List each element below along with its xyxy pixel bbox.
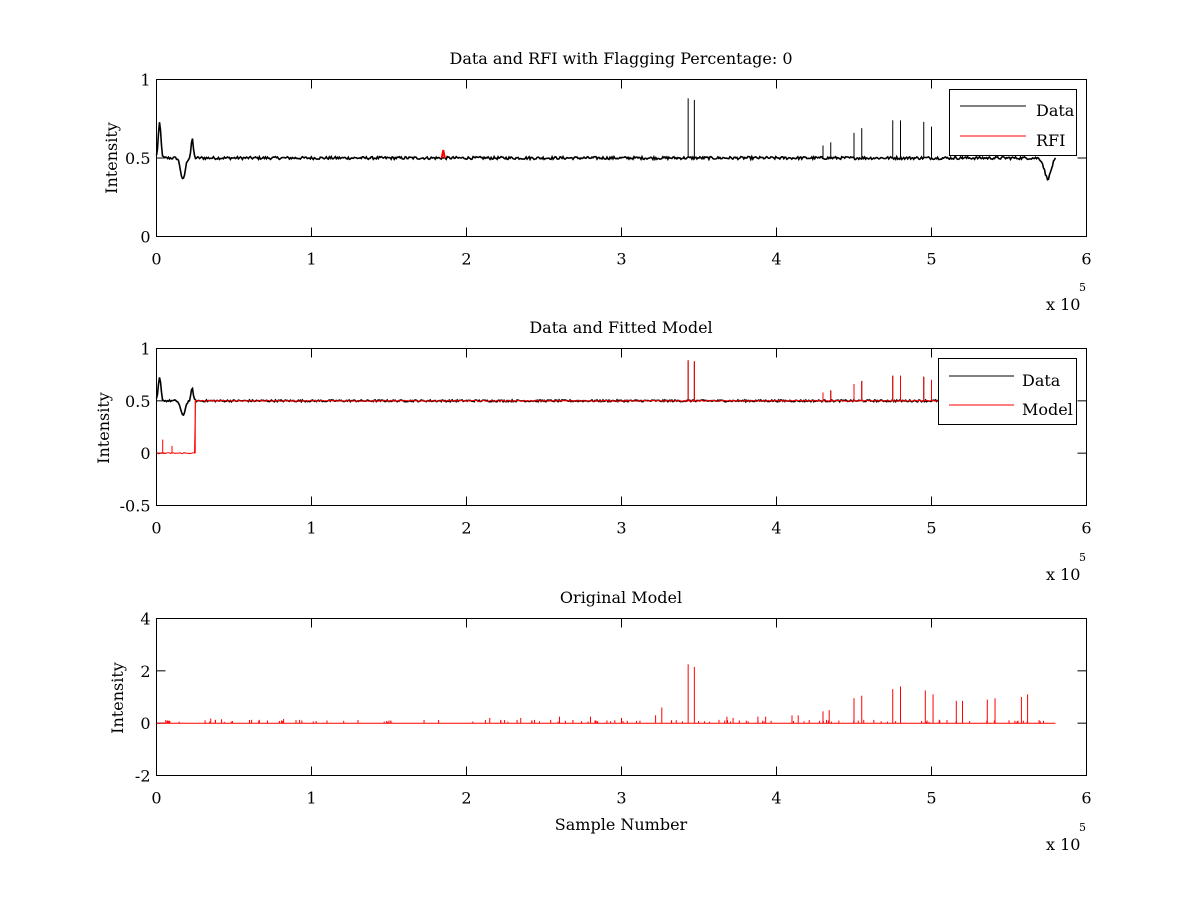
x-exponent: 5: [1079, 281, 1086, 294]
y-tick-label: 0: [140, 714, 150, 733]
x-multiplier: x 10: [1046, 295, 1080, 314]
x-tick-label: 0: [151, 519, 161, 538]
plot-area: [156, 348, 1087, 506]
x-tick-label: 4: [771, 250, 781, 269]
y-tick-label: 2: [140, 662, 150, 681]
x-multiplier: x 10: [1046, 565, 1080, 584]
x-tick-label: 6: [1081, 519, 1091, 538]
x-tick-label: 5: [926, 519, 936, 538]
y-tick-label: -0.5: [120, 497, 151, 516]
panel-data-rfi: Data and RFI with Flagging Percentage: 0…: [102, 49, 1092, 314]
x-tick-label: 0: [151, 789, 161, 808]
legend: Data RFI: [949, 89, 1077, 156]
legend-label-model: Model: [1022, 400, 1073, 419]
x-tick-label: 6: [1081, 789, 1091, 808]
legend: Data Model: [938, 358, 1077, 425]
x-tick-label: 5: [926, 789, 936, 808]
y-axis-label: Intensity: [108, 662, 127, 734]
x-tick-label: 1: [306, 789, 316, 808]
y-tick-label: 1: [140, 340, 150, 359]
x-exponent: 5: [1079, 821, 1086, 834]
series-line-model: [156, 399, 1056, 455]
y-tick-label: 0: [140, 228, 150, 247]
x-tick-label: 6: [1081, 250, 1091, 269]
y-axis-label: Intensity: [102, 122, 121, 194]
panel-title: Data and RFI with Flagging Percentage: 0: [449, 49, 792, 68]
x-tick-label: 3: [616, 519, 626, 538]
x-tick-label: 2: [461, 519, 471, 538]
series-line-data: [155, 122, 1057, 181]
legend-label-rfi: RFI: [1036, 131, 1065, 150]
x-axis-label: Sample Number: [555, 815, 688, 834]
x-exponent: 5: [1079, 551, 1086, 564]
legend-label-data: Data: [1036, 101, 1075, 120]
y-tick-label: 1: [140, 71, 150, 90]
x-tick-label: 3: [616, 789, 626, 808]
panel-fitted-model: Data and Fitted Model 0 1 2 3 4 5 6-0.500.51 I…: [94, 318, 1092, 584]
series-line-rfi: [440, 149, 446, 159]
y-tick-label: 0.5: [125, 392, 150, 411]
y-tick-label: 0.5: [125, 149, 150, 168]
legend-label-data: Data: [1022, 371, 1061, 390]
x-tick-label: 1: [306, 250, 316, 269]
x-multiplier: x 10: [1046, 835, 1080, 854]
x-tick-label: 2: [461, 250, 471, 269]
x-tick-label: 3: [616, 250, 626, 269]
panel-title: Data and Fitted Model: [529, 318, 712, 337]
panel-title: Original Model: [560, 588, 682, 607]
plot-area: [156, 618, 1087, 776]
y-tick-label: 0: [140, 444, 150, 463]
x-tick-label: 4: [771, 789, 781, 808]
y-tick-label: 4: [140, 610, 150, 629]
x-tick-label: 1: [306, 519, 316, 538]
x-tick-label: 5: [926, 250, 936, 269]
y-tick-label: -2: [135, 767, 151, 786]
x-tick-label: 2: [461, 789, 471, 808]
x-tick-label: 0: [151, 250, 161, 269]
y-axis-label: Intensity: [94, 392, 113, 464]
x-tick-label: 4: [771, 519, 781, 538]
